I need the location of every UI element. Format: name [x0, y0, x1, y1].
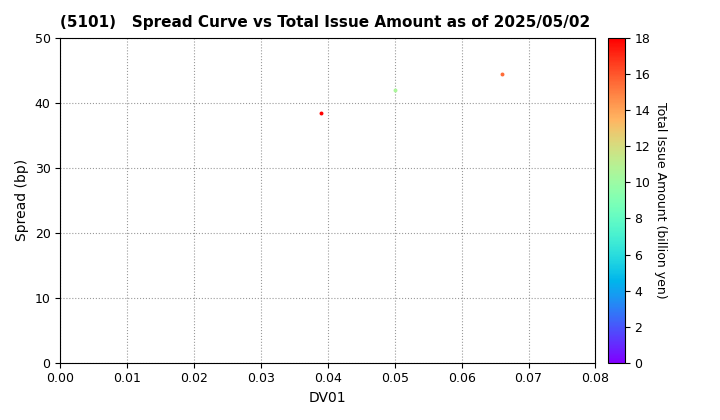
Point [389, 87, 400, 93]
Y-axis label: Total Issue Amount (billion yen): Total Issue Amount (billion yen) [654, 102, 667, 299]
X-axis label: DV01: DV01 [309, 391, 346, 405]
Point [496, 71, 508, 77]
Text: (5101)   Spread Curve vs Total Issue Amount as of 2025/05/02: (5101) Spread Curve vs Total Issue Amoun… [60, 15, 590, 30]
Point [315, 110, 327, 116]
Y-axis label: Spread (bp): Spread (bp) [15, 159, 29, 242]
